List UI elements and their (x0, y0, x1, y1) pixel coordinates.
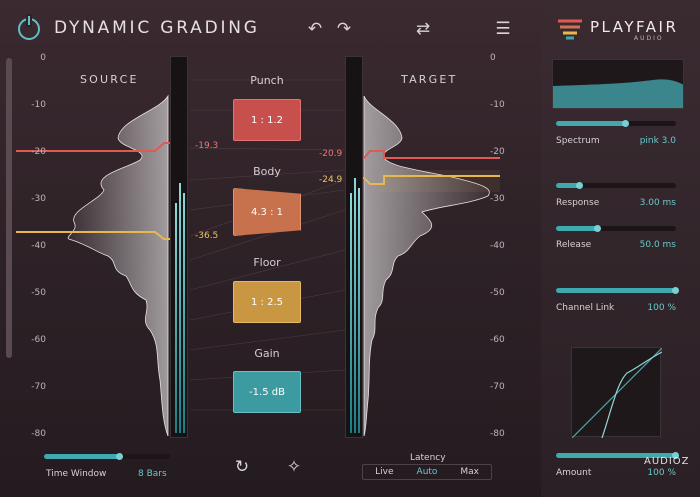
slider-knob[interactable] (594, 225, 601, 232)
swap-icon[interactable]: ⇄ (415, 19, 431, 39)
gain-value-button[interactable]: -1.5 dB (233, 371, 301, 413)
target-glow (380, 170, 500, 192)
left-tick: -30 (31, 194, 46, 204)
channel-link-value: 100 % (647, 303, 676, 313)
left-tick: -10 (31, 100, 46, 110)
channel-link-label: Channel Link (556, 303, 615, 313)
right-tick: 0 (490, 53, 496, 63)
source-floor-value: -36.5 (195, 231, 219, 241)
time-window-value: 8 Bars (138, 469, 167, 479)
target-label: TARGET (401, 73, 458, 86)
floor-label: Floor (253, 256, 281, 269)
transfer-curve-display (571, 347, 663, 439)
target-distribution (363, 95, 490, 437)
floor-ratio-button[interactable]: 1 : 2.5 (233, 281, 301, 323)
undo-icon[interactable]: ↶ (307, 19, 323, 39)
spectrum-label: Spectrum (556, 136, 600, 146)
left-tick: -40 (31, 241, 46, 251)
target-floor-value: -24.9 (319, 175, 343, 185)
punch-ratio-button[interactable]: 1 : 1.2 (233, 99, 301, 141)
magic-wand-icon[interactable]: ✧ (286, 457, 302, 477)
grading-graph (16, 79, 500, 437)
menu-icon[interactable]: ☰ (495, 19, 511, 39)
right-tick: -80 (490, 429, 505, 439)
right-scale: 0 -10 -20 -30 -40 -50 -60 -70 -80 (490, 53, 516, 443)
reset-icon[interactable]: ↻ (234, 457, 250, 477)
amount-value: 100 % (647, 468, 676, 478)
spectrum-slider[interactable] (556, 120, 676, 127)
time-window-label: Time Window (46, 469, 107, 479)
release-value: 50.0 ms (639, 240, 676, 250)
response-value: 3.00 ms (639, 198, 676, 208)
latency-label: Latency (410, 453, 446, 463)
response-slider[interactable] (556, 182, 676, 189)
right-tick: -70 (490, 382, 505, 392)
left-tick: -60 (31, 335, 46, 345)
source-distribution (67, 94, 169, 437)
target-punch-value: -20.9 (319, 149, 343, 159)
response-label: Response (556, 198, 600, 208)
latency-selector: Live Auto Max (362, 464, 492, 480)
redo-icon[interactable]: ↷ (336, 19, 352, 39)
body-ratio-button[interactable]: 4.3 : 1 (233, 188, 301, 236)
left-tick: -50 (31, 288, 46, 298)
right-tick: -50 (490, 288, 505, 298)
slider-knob[interactable] (115, 453, 123, 460)
spectrum-display (552, 59, 684, 109)
slider-knob[interactable] (672, 287, 679, 294)
app-title: DYNAMIC GRADING (54, 18, 260, 38)
latency-option-max[interactable]: Max (460, 467, 479, 477)
logo-mark-icon (558, 19, 582, 40)
brand-sub: AUDIO (634, 35, 664, 42)
source-punch-value: -19.3 (195, 141, 219, 151)
time-window-slider[interactable] (44, 453, 170, 460)
right-tick: -10 (490, 100, 505, 110)
gain-label: Gain (254, 347, 280, 360)
brand-name: PLAYFAIR (590, 18, 679, 36)
latency-option-auto[interactable]: Auto (416, 467, 438, 477)
amount-slider[interactable] (556, 452, 679, 459)
watermark: AUDIOZ (644, 456, 690, 467)
left-tick: 0 (40, 53, 46, 63)
top-bar: DYNAMIC GRADING ↶ ↷ ⇄ ☰ (0, 0, 540, 56)
source-meter (170, 56, 188, 438)
channel-link-slider[interactable] (556, 287, 679, 294)
right-tick: -60 (490, 335, 505, 345)
vertical-scrollbar[interactable] (6, 58, 12, 358)
left-tick: -70 (31, 382, 46, 392)
release-slider[interactable] (556, 225, 676, 232)
source-label: SOURCE (80, 73, 139, 86)
power-icon[interactable] (18, 16, 40, 40)
left-tick: -20 (31, 147, 46, 157)
punch-label: Punch (250, 74, 284, 87)
body-label: Body (253, 165, 281, 178)
left-tick: -80 (31, 429, 46, 439)
spectrum-value: pink 3.0 (639, 136, 676, 146)
right-tick: -20 (490, 147, 505, 157)
right-tick: -40 (490, 241, 505, 251)
amount-label: Amount (556, 468, 592, 478)
target-meter (345, 56, 363, 438)
slider-knob[interactable] (672, 452, 679, 459)
brand-logo: PLAYFAIR AUDIO (556, 17, 692, 45)
right-tick: -30 (490, 194, 505, 204)
release-label: Release (556, 240, 592, 250)
slider-knob[interactable] (576, 182, 583, 189)
latency-option-live[interactable]: Live (375, 467, 394, 477)
slider-knob[interactable] (621, 120, 629, 127)
left-scale: 0 -10 -20 -30 -40 -50 -60 -70 -80 (20, 53, 46, 443)
